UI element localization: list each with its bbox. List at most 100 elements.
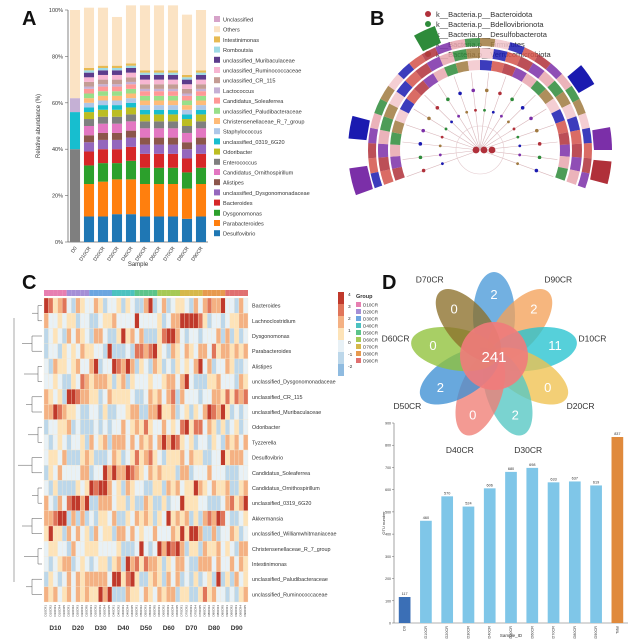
- a-legend-swatch: [214, 26, 220, 33]
- c-heat-cell: [102, 556, 108, 572]
- c-heat-cell: [111, 510, 117, 527]
- c-heat-cell: [202, 510, 208, 527]
- c-heat-cell: [211, 389, 217, 405]
- c-heat-cell: [220, 465, 226, 481]
- c-sample-label: D30CR2: [94, 605, 98, 617]
- c-heat-cell: [80, 404, 85, 420]
- b-node: [534, 128, 539, 133]
- a-bar-segment: [167, 144, 179, 154]
- c-heat-cell: [120, 495, 126, 511]
- c-sample-label: D60CR2: [162, 605, 166, 617]
- b-clade-wedge: [581, 127, 592, 144]
- c-heat-cell: [98, 571, 104, 587]
- c-heat-cell: [66, 358, 72, 375]
- c-heat-cell: [234, 328, 240, 344]
- c-heat-cell: [220, 419, 226, 435]
- c-heat-cell: [93, 571, 99, 587]
- c-heat-cell: [48, 525, 54, 542]
- c-heat-cell: [102, 297, 108, 314]
- a-bar-segment: [195, 128, 207, 138]
- c-row-label: unclassified_Williamwhitmaniaceae: [252, 532, 337, 538]
- c-heat-cell: [75, 495, 81, 511]
- a-bar-segment: [83, 72, 95, 78]
- c-heat-cell: [57, 510, 63, 527]
- c-heat-cell: [66, 373, 72, 390]
- c-heat-cell: [202, 480, 208, 496]
- c-heat-cell: [125, 525, 131, 542]
- c-heat-cell: [243, 419, 249, 435]
- c-heat-cell: [220, 434, 226, 451]
- c-heat-cell: [43, 313, 49, 329]
- c-heat-cell: [161, 328, 167, 344]
- c-sample-label: D20CR4: [80, 605, 84, 617]
- c-heat-cell: [80, 571, 85, 587]
- c-heat-cell: [188, 358, 194, 375]
- c-legend-label: D70CR: [363, 345, 379, 350]
- c-heat-cell: [161, 373, 167, 390]
- c-heat-cell: [157, 373, 163, 390]
- d-x-tick-label: D0: [403, 626, 407, 631]
- c-group-strip-cell: [166, 290, 171, 296]
- c-heat-cell: [152, 343, 158, 359]
- c-heat-cell: [48, 343, 54, 359]
- c-heat-cell: [134, 571, 140, 587]
- b-clade-wedge: [555, 91, 571, 109]
- c-heat-cell: [107, 373, 113, 390]
- b-clade-wedge: [569, 156, 582, 172]
- b-clade-wedge: [545, 98, 561, 114]
- c-heat-cell: [120, 465, 126, 481]
- c-heat-cell: [184, 541, 190, 557]
- b-clade-wedge: [501, 63, 516, 77]
- c-heat-cell: [107, 449, 113, 466]
- a-bar-segment: [139, 70, 151, 73]
- c-heat-cell: [170, 434, 176, 451]
- c-heat-cell: [125, 358, 131, 375]
- c-heat-cell: [243, 510, 249, 527]
- c-heat-cell: [197, 419, 203, 435]
- c-heat-cell: [107, 571, 113, 587]
- c-heat-cell: [48, 389, 54, 405]
- a-legend-label: Romboutsia: [223, 48, 254, 54]
- c-heat-cell: [193, 373, 199, 390]
- c-heat-cell: [184, 480, 190, 496]
- b-clade-wedge: [433, 67, 449, 82]
- c-heat-cell: [66, 541, 72, 557]
- a-bar-segment: [153, 167, 165, 184]
- a-bar-segment: [111, 109, 123, 117]
- a-bar-segment: [125, 72, 137, 78]
- a-bar-segment: [125, 214, 137, 242]
- a-bar-segment: [139, 137, 151, 145]
- c-heat-cell: [184, 373, 190, 390]
- a-bar-segment: [153, 88, 165, 92]
- b-clade-wedge: [551, 108, 565, 124]
- c-heat-cell: [89, 495, 95, 511]
- c-heat-cell: [129, 556, 135, 572]
- c-heat-cell: [207, 586, 212, 603]
- c-heat-cell: [139, 297, 144, 314]
- c-heat-cell: [211, 434, 217, 451]
- c-heat-cell: [75, 373, 81, 390]
- a-x-tick-label: D70CR: [162, 245, 177, 262]
- c-heat-cell: [225, 419, 231, 435]
- c-sample-label: D20CR1: [66, 605, 70, 617]
- b-highlight-block: [590, 159, 612, 185]
- c-heat-cell: [71, 434, 76, 451]
- c-heat-cell: [238, 571, 244, 587]
- c-heat-cell: [179, 328, 185, 344]
- c-heat-cell: [148, 510, 153, 527]
- a-legend-label: Odoribacter: [223, 150, 252, 156]
- c-heat-cell: [225, 571, 231, 587]
- c-heat-cell: [188, 343, 194, 359]
- c-heat-cell: [129, 434, 135, 451]
- c-heat-cell: [143, 571, 149, 587]
- c-heat-cell: [166, 449, 172, 466]
- c-heat-cell: [89, 449, 95, 466]
- c-heat-cell: [107, 404, 113, 420]
- c-heat-cell: [80, 313, 85, 329]
- c-heat-cell: [184, 328, 190, 344]
- c-group-strip-cell: [75, 290, 81, 296]
- c-heat-cell: [211, 328, 217, 344]
- c-heat-cell: [148, 495, 153, 511]
- a-bar-segment: [125, 102, 137, 108]
- c-heat-cell: [152, 480, 158, 496]
